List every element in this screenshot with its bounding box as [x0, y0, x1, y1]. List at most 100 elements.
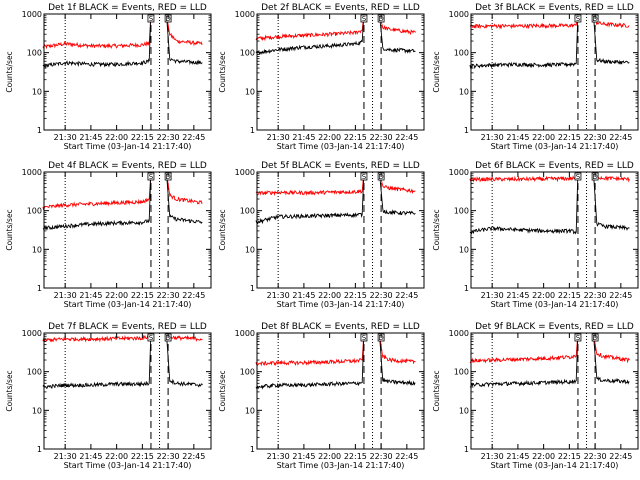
- y-tick-label: 1000: [449, 10, 469, 19]
- svg-text:S: S: [362, 15, 367, 23]
- attenuator-marker: S: [574, 14, 582, 23]
- y-tick-label: 100: [27, 49, 42, 58]
- x-axis-label: Start Time (03-Jan-14 21:17:40): [491, 461, 619, 470]
- x-tick-label: 22:45: [609, 452, 632, 461]
- y-tick-label: 1: [37, 445, 42, 454]
- panel-title: Det 6f BLACK = Events, RED = LLD: [475, 161, 634, 171]
- detector-panel: Det 7f BLACK = Events, RED = LLD Counts/s…: [5, 322, 212, 470]
- detector-panel: Det 4f BLACK = Events, RED = LLD Counts/s…: [5, 161, 212, 309]
- y-tick-label: 100: [454, 49, 469, 58]
- y-axis-label: Counts/sec: [218, 209, 227, 250]
- panel-title: Det 9f BLACK = Events, RED = LLD: [475, 322, 634, 332]
- x-tick-label: 22:45: [395, 452, 418, 461]
- y-tick-label: 10: [32, 245, 42, 254]
- y-axis-label: Counts/sec: [432, 209, 441, 250]
- y-tick-label: 1: [37, 126, 42, 135]
- x-tick-label: 22:45: [182, 291, 205, 300]
- events-rate-line: [255, 332, 416, 391]
- y-axis-label: Counts/sec: [5, 51, 14, 92]
- y-tick-label: 100: [240, 368, 255, 377]
- svg-text:S: S: [576, 173, 581, 181]
- events-rate-line: [42, 171, 203, 232]
- y-tick-label: 100: [27, 368, 42, 377]
- plot-frame: [43, 13, 212, 131]
- plot-frame: [470, 171, 639, 289]
- y-tick-label: 1000: [235, 10, 255, 19]
- x-tick-label: 22:30: [370, 452, 393, 461]
- x-tick-label: 22:00: [105, 291, 128, 300]
- y-tick-label: 1000: [235, 329, 255, 338]
- x-tick-label: 22:00: [318, 452, 341, 461]
- x-tick-label: 22:45: [395, 291, 418, 300]
- x-tick-label: 21:30: [267, 291, 290, 300]
- y-axis-label: Counts/sec: [5, 370, 14, 411]
- lld-rate-line: [469, 332, 630, 364]
- x-tick-label: 21:45: [292, 452, 315, 461]
- lld-rate-line: [42, 13, 203, 50]
- x-axis-label: Start Time (03-Jan-14 21:17:40): [491, 300, 619, 309]
- x-tick-label: 21:30: [481, 291, 504, 300]
- x-tick-label: 22:15: [344, 452, 367, 461]
- x-tick-label: 22:45: [182, 452, 205, 461]
- y-axis-label: Counts/sec: [5, 209, 14, 250]
- lld-rate-line: [255, 13, 416, 42]
- detector-panel: Det 9f BLACK = Events, RED = LLD Counts/s…: [432, 322, 639, 470]
- plot-frame: [470, 332, 639, 450]
- x-axis-label: Start Time (03-Jan-14 21:17:40): [277, 461, 405, 470]
- detector-panel: Det 5f BLACK = Events, RED = LLD Counts/s…: [218, 161, 425, 309]
- x-tick-label: 21:45: [506, 452, 529, 461]
- y-tick-label: 1: [250, 445, 255, 454]
- x-axis-label: Start Time (03-Jan-14 21:17:40): [64, 142, 192, 151]
- plot-frame: [256, 171, 425, 289]
- y-tick-label: 1000: [22, 168, 42, 177]
- y-tick-label: 10: [32, 87, 42, 96]
- plot-frame: [256, 13, 425, 131]
- x-tick-label: 22:00: [105, 133, 128, 142]
- x-tick-label: 22:30: [370, 291, 393, 300]
- x-tick-label: 22:45: [395, 133, 418, 142]
- y-tick-label: 1: [464, 284, 469, 293]
- y-tick-label: 10: [459, 406, 469, 415]
- attenuator-marker: S: [574, 172, 582, 181]
- attenuator-marker: S: [360, 333, 368, 342]
- svg-text:S: S: [149, 334, 154, 342]
- y-axis-label: Counts/sec: [432, 51, 441, 92]
- attenuator-marker: S: [147, 333, 155, 342]
- x-tick-label: 22:45: [609, 133, 632, 142]
- svg-text:S: S: [576, 334, 581, 342]
- y-tick-label: 100: [454, 368, 469, 377]
- detector-panel: Det 2f BLACK = Events, RED = LLD Counts/s…: [218, 3, 425, 151]
- panel-title: Det 7f BLACK = Events, RED = LLD: [48, 322, 207, 332]
- x-tick-label: 21:30: [267, 452, 290, 461]
- x-axis-label: Start Time (03-Jan-14 21:17:40): [64, 461, 192, 470]
- x-tick-label: 21:45: [292, 133, 315, 142]
- x-tick-label: 22:45: [182, 133, 205, 142]
- x-tick-label: 21:45: [292, 291, 315, 300]
- y-tick-label: 1: [464, 126, 469, 135]
- lld-rate-line: [469, 13, 630, 30]
- y-axis-label: Counts/sec: [432, 370, 441, 411]
- x-tick-label: 21:30: [481, 452, 504, 461]
- x-tick-label: 22:15: [558, 133, 581, 142]
- x-tick-label: 22:15: [131, 133, 154, 142]
- y-tick-label: 10: [459, 87, 469, 96]
- x-tick-label: 22:00: [105, 452, 128, 461]
- y-tick-label: 1000: [22, 10, 42, 19]
- detector-panel: Det 1f BLACK = Events, RED = LLD Counts/s…: [5, 3, 212, 151]
- svg-text:S: S: [149, 173, 154, 181]
- x-tick-label: 22:15: [131, 452, 154, 461]
- x-tick-label: 22:15: [558, 452, 581, 461]
- y-tick-label: 1: [464, 445, 469, 454]
- attenuator-marker: S: [360, 172, 368, 181]
- x-tick-label: 22:00: [532, 291, 555, 300]
- x-tick-label: 22:45: [609, 291, 632, 300]
- y-tick-label: 1: [250, 284, 255, 293]
- y-axis-label: Counts/sec: [218, 51, 227, 92]
- plot-frame: [43, 171, 212, 289]
- svg-text:S: S: [362, 173, 367, 181]
- x-tick-label: 21:45: [79, 452, 102, 461]
- plot-frame: [470, 13, 639, 131]
- y-tick-label: 1000: [22, 329, 42, 338]
- lld-rate-line: [469, 171, 630, 183]
